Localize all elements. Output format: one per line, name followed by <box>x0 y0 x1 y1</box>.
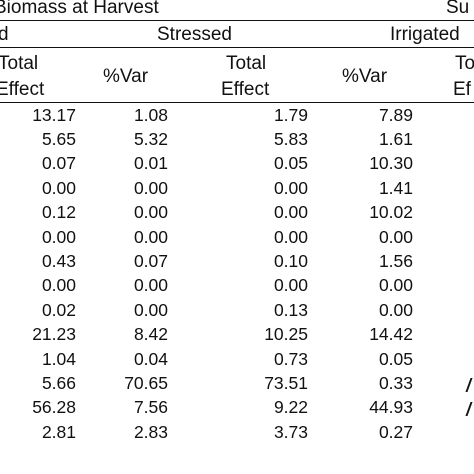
table-cell: 1.79 <box>273 104 308 125</box>
table-cell: 5.32 <box>133 128 168 149</box>
table-cell: 21.23 <box>32 324 76 345</box>
table-cell: 0.73 <box>273 348 308 369</box>
subheader-stressed: Stressed <box>157 24 232 45</box>
table-cell: 0.12 <box>41 202 76 223</box>
table-cell: 0.07 <box>41 153 76 174</box>
table-cell: 0.00 <box>378 299 413 320</box>
table-cell: 70.65 <box>124 372 168 393</box>
col-label-total-effect-3-line2: Ef <box>453 79 471 100</box>
table-cell: 7.89 <box>378 104 413 125</box>
table-cell: 0.00 <box>133 202 168 223</box>
table-cell: 0.13 <box>273 299 308 320</box>
table-cell: 10.30 <box>369 153 413 174</box>
table-cell: 56.28 <box>32 397 76 418</box>
table-cell: 10.02 <box>369 202 413 223</box>
table-cell: 9.22 <box>273 397 308 418</box>
table-cell: 0.00 <box>133 299 168 320</box>
table-cell: 1.04 <box>41 348 76 369</box>
table-cell: 1.08 <box>133 104 168 125</box>
table-cell: 5.65 <box>41 128 76 149</box>
table-cell: 10.25 <box>264 324 308 345</box>
col-label-var-2: %Var <box>342 66 388 87</box>
table-cell: 0.00 <box>273 202 308 223</box>
table-cell: 0.00 <box>133 275 168 296</box>
table-cell: 44.93 <box>369 397 413 418</box>
table-cell: 0.00 <box>41 226 76 247</box>
table-cell: 0.33 <box>378 372 413 393</box>
group-header-right-fragment: Su <box>446 0 470 18</box>
table-cell-clipped <box>465 377 474 392</box>
table-cell: 0.00 <box>273 177 308 198</box>
table-cell: 0.02 <box>41 299 76 320</box>
table-cell: 1.61 <box>378 128 413 149</box>
table-cell: 8.42 <box>133 324 168 345</box>
subheader-left-fragment: d <box>0 24 9 45</box>
header-rule-bottom <box>0 102 474 103</box>
table-cell: 0.00 <box>133 177 168 198</box>
table-cell: 0.00 <box>41 275 76 296</box>
group-header-biomass: Biomass at Harvest <box>0 0 159 18</box>
table-cell: 2.83 <box>133 421 168 442</box>
table-cell: 1.56 <box>378 250 413 271</box>
table-cell: 13.17 <box>32 104 76 125</box>
col-label-total-effect-3-line1: To <box>455 53 474 74</box>
table-cell: 0.05 <box>273 153 308 174</box>
table-cell: 0.00 <box>273 275 308 296</box>
table-cell: 0.00 <box>41 177 76 198</box>
table-cell: 14.42 <box>369 324 413 345</box>
table-cell: 5.66 <box>41 372 76 393</box>
table-cell: 3.73 <box>273 421 308 442</box>
col-label-var-1: %Var <box>103 66 149 87</box>
table-cell-clipped <box>465 402 474 417</box>
table-cell: 0.01 <box>133 153 168 174</box>
table-cell: 0.43 <box>41 250 76 271</box>
table-cell: 0.05 <box>378 348 413 369</box>
table-cell: 0.00 <box>273 226 308 247</box>
table-cell: 7.56 <box>133 397 168 418</box>
table-cell: 2.81 <box>41 421 76 442</box>
header-rule-top <box>0 20 474 21</box>
table-cell: 0.00 <box>133 226 168 247</box>
col-label-total-effect-2-line2: Effect <box>221 79 270 100</box>
table-cell: 0.27 <box>378 421 413 442</box>
col-label-total-effect-1-line1: Total <box>0 53 39 74</box>
table-cell: 5.83 <box>273 128 308 149</box>
table-cell: 1.41 <box>378 177 413 198</box>
table-cell: 73.51 <box>264 372 308 393</box>
col-label-total-effect-2-line1: Total <box>226 53 267 74</box>
subheader-irrigated: Irrigated <box>390 24 460 45</box>
table-cell: 0.00 <box>378 275 413 296</box>
table-cell: 0.07 <box>133 250 168 271</box>
table-cell: 0.04 <box>133 348 168 369</box>
header-rule-middle <box>0 47 474 48</box>
col-label-total-effect-1-line2: Effect <box>0 79 45 100</box>
table-cell: 0.10 <box>273 250 308 271</box>
table-cell: 0.00 <box>378 226 413 247</box>
